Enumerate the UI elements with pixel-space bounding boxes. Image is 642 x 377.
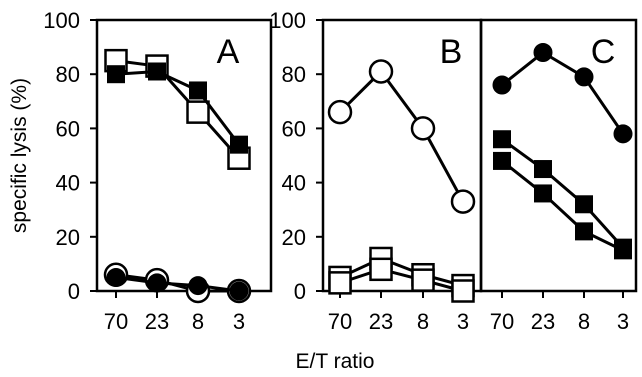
y-tick-label: 100	[43, 8, 80, 33]
data-point	[492, 75, 512, 95]
y-tick-label: 20	[282, 225, 306, 250]
series-line	[115, 69, 241, 146]
data-point	[107, 65, 125, 84]
data-point	[229, 281, 249, 301]
data-point	[410, 116, 436, 141]
data-point	[147, 273, 167, 293]
x-axis-title: E/T ratio	[296, 350, 375, 373]
data-point	[327, 99, 353, 125]
data-point	[189, 81, 207, 100]
panel-label: B	[440, 33, 463, 71]
series-filled-square	[493, 151, 632, 260]
plot-frame	[479, 18, 638, 293]
series-open-square	[328, 257, 475, 303]
x-tick-label: 23	[145, 309, 169, 334]
data-point	[574, 67, 594, 87]
series-line	[339, 256, 464, 288]
data-point	[106, 267, 126, 287]
data-point	[450, 189, 476, 214]
data-point	[493, 130, 511, 149]
panel-label: A	[217, 33, 240, 71]
x-tick-label: 70	[328, 309, 352, 334]
y-tick-label: 80	[56, 62, 80, 87]
data-point	[493, 151, 511, 170]
data-point	[188, 276, 208, 296]
data-point	[533, 43, 553, 63]
series-open-circle	[327, 59, 476, 214]
x-tick-label: 3	[457, 309, 469, 334]
panel-A: 0 20 40 60 80 100 70 23 8 3 specific lysis (%) A	[8, 8, 273, 334]
x-tick-label: 23	[369, 309, 393, 334]
data-point	[451, 279, 475, 303]
panel-B: 0 20 40 60 80 100 70 23 8 3 B	[269, 8, 483, 334]
series-filled-circle	[492, 43, 633, 144]
data-point	[411, 268, 435, 292]
panel-C: 70 23 8 3 C	[479, 18, 638, 334]
data-point	[534, 184, 552, 203]
series-filled-square	[107, 62, 248, 154]
series-filled-square	[493, 130, 632, 257]
series-line	[501, 51, 625, 135]
data-point	[328, 271, 352, 295]
data-point	[575, 222, 593, 241]
series-line	[501, 159, 624, 252]
x-tick-label: 8	[578, 309, 590, 334]
data-point	[613, 124, 633, 144]
x-tick-label: 3	[233, 309, 245, 334]
x-tick-label: 8	[417, 309, 429, 334]
series-line	[115, 275, 240, 293]
y-tick-label: 40	[282, 171, 306, 196]
data-point	[575, 195, 593, 214]
x-tick-label: 23	[531, 309, 555, 334]
x-tick-label: 70	[490, 309, 514, 334]
x-tick-label: 8	[192, 309, 204, 334]
data-point	[148, 62, 166, 81]
y-tick-label: 60	[282, 116, 306, 141]
y-tick-label: 20	[56, 225, 80, 250]
y-tick-label: 60	[56, 116, 80, 141]
data-point	[369, 257, 393, 282]
series-line	[339, 267, 464, 293]
y-tick-label: 80	[282, 62, 306, 87]
series-line	[115, 59, 241, 160]
data-point	[534, 160, 552, 179]
plot-frame	[95, 18, 273, 293]
data-point	[230, 135, 248, 154]
series-line	[501, 138, 625, 249]
panels: 0 20 40 60 80 100 70 23 8 3 specific lysis (%) A 0 20…	[8, 8, 638, 334]
x-tick-label: 3	[617, 309, 629, 334]
x-tick-label: 70	[104, 309, 128, 334]
y-tick-label: 0	[294, 279, 306, 304]
y-axis-title: specific lysis (%)	[8, 78, 31, 233]
data-point	[614, 241, 632, 260]
y-tick-label: 0	[68, 279, 80, 304]
series-line	[338, 69, 465, 203]
y-tick-label: 100	[269, 8, 306, 33]
data-point	[186, 100, 210, 124]
data-point	[368, 59, 394, 84]
series-filled-circle	[106, 267, 249, 301]
panel-label: C	[591, 33, 616, 71]
y-tick-label: 40	[56, 171, 80, 196]
